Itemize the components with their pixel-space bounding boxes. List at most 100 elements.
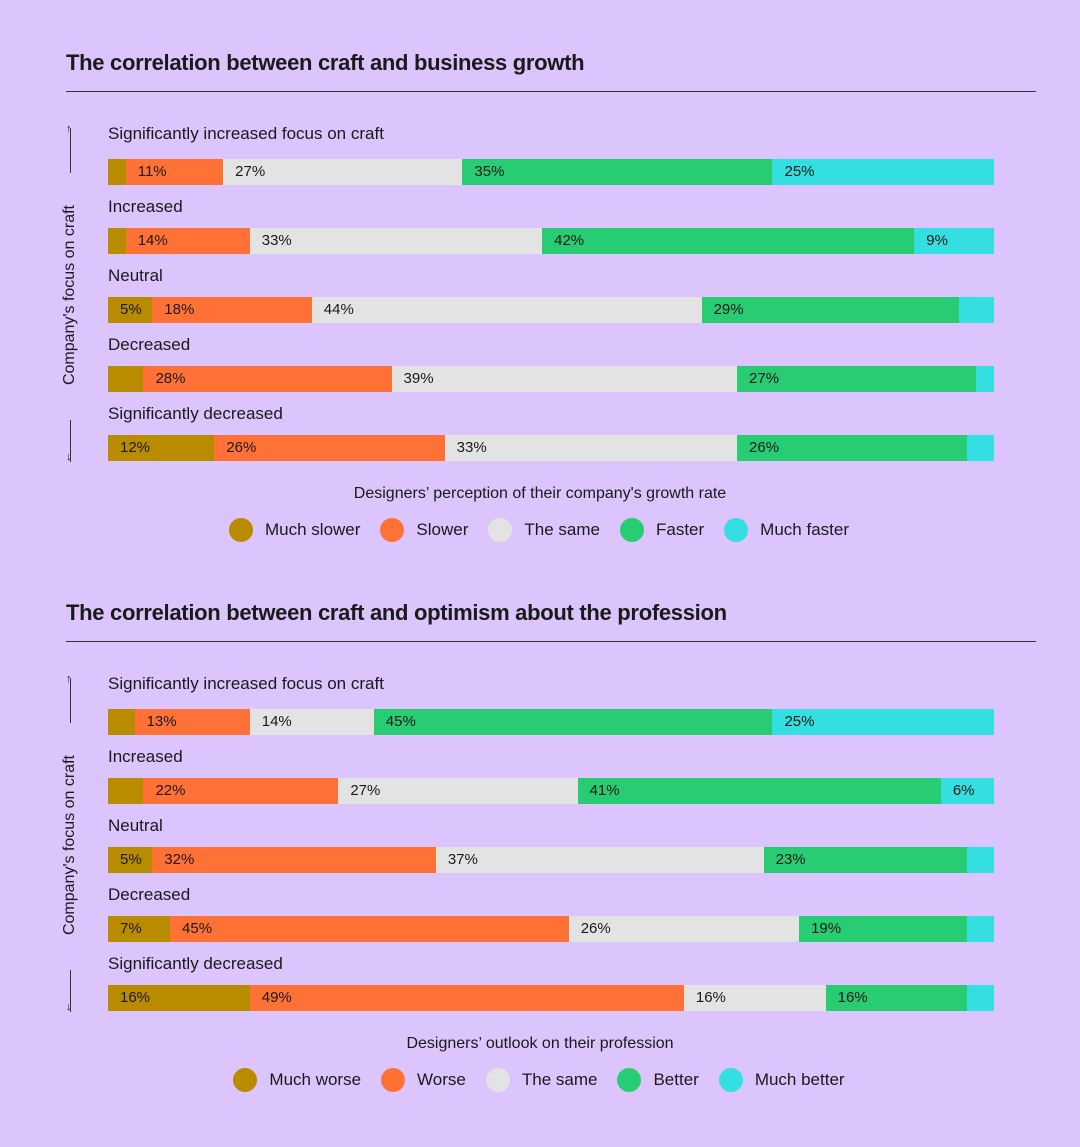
stacked-bar: 12% 26% 33% 26% — [108, 435, 994, 461]
bar-segment-much-faster — [976, 366, 994, 392]
stacked-bar: 5% 32% 37% 23% — [108, 847, 994, 873]
data-label: 7% — [108, 916, 171, 942]
data-label: 29% — [701, 297, 959, 323]
legend-item: Much worse — [233, 1068, 361, 1092]
data-label: 37% — [435, 847, 764, 873]
legend-label: Better — [653, 1070, 699, 1089]
data-label: 39% — [391, 366, 738, 392]
stacked-bar: 16% 49% 16% 16% — [108, 985, 994, 1011]
data-label: 28% — [143, 366, 392, 392]
stacked-bar: 5% 18% 44% 29% — [108, 297, 994, 323]
down-arrow-line — [70, 420, 71, 462]
stacked-bar: 14% 33% 42% 9% — [108, 228, 994, 254]
up-arrow-line — [70, 678, 71, 723]
row-label: Neutral — [108, 266, 163, 285]
up-arrow-line — [70, 128, 71, 173]
bar-segment-much-better — [967, 916, 994, 942]
legend-swatch-icon — [488, 518, 513, 542]
legend-swatch-icon — [724, 518, 749, 542]
up-arrow-icon: ↑ — [66, 123, 72, 135]
data-label: 14% — [125, 228, 250, 254]
bar-segment-much-worse — [108, 778, 144, 804]
chart-title: The correlation between craft and busine… — [66, 50, 585, 75]
data-label: 23% — [763, 847, 968, 873]
data-label: 16% — [108, 985, 250, 1011]
data-label: 5% — [108, 297, 153, 323]
title-divider — [66, 91, 1036, 92]
data-label: 27% — [223, 159, 463, 185]
down-arrow-icon: ↓ — [66, 451, 72, 463]
legend-item: Faster — [619, 518, 704, 542]
data-label: 33% — [249, 228, 543, 254]
data-label: 9% — [914, 228, 994, 254]
data-label: 12% — [108, 435, 215, 461]
data-label: 18% — [152, 297, 312, 323]
legend-label: Much better — [754, 1070, 845, 1089]
data-label: 42% — [542, 228, 915, 254]
bar-segment-much-worse — [108, 709, 135, 735]
legend: Much slower Slower The same Faster Much fast… — [0, 518, 1080, 542]
data-label: 22% — [143, 778, 339, 804]
data-label: 32% — [152, 847, 436, 873]
data-label: 26% — [568, 916, 800, 942]
legend-item: Much faster — [724, 518, 849, 542]
chart-1: The correlation between craft and busine… — [0, 0, 1080, 550]
legend-label: Much slower — [265, 520, 361, 539]
data-label: 25% — [772, 159, 994, 185]
legend-swatch-icon — [381, 1068, 406, 1092]
bar-segment-much-slower — [108, 228, 126, 254]
legend-item: Much better — [718, 1068, 845, 1092]
data-label: 44% — [311, 297, 702, 323]
legend-swatch-icon — [619, 518, 644, 542]
down-arrow-icon: ↓ — [66, 1001, 72, 1013]
data-label: 49% — [249, 985, 684, 1011]
data-label: 19% — [799, 916, 968, 942]
legend-swatch-icon — [718, 1068, 743, 1092]
data-label: 13% — [134, 709, 250, 735]
data-label: 6% — [940, 778, 994, 804]
y-axis-label: Company's focus on craft — [61, 204, 78, 386]
data-label: 33% — [444, 435, 738, 461]
row-label: Decreased — [108, 885, 191, 904]
legend-swatch-icon — [380, 518, 405, 542]
down-arrow-line — [70, 970, 71, 1012]
data-label: 11% — [125, 159, 224, 185]
row-label: Significantly increased focus on craft — [108, 124, 384, 143]
bar-segment-much-better — [967, 985, 994, 1011]
data-label: 35% — [462, 159, 773, 185]
bar-segment-much-better — [967, 847, 994, 873]
row-label: Increased — [108, 197, 183, 216]
row-label: Neutral — [108, 816, 163, 835]
row-label: Increased — [108, 747, 183, 766]
up-arrow-icon: ↑ — [66, 673, 72, 685]
data-label: 26% — [737, 435, 968, 461]
legend-item: Better — [617, 1068, 699, 1092]
data-label: 45% — [170, 916, 569, 942]
legend-item: Much slower — [229, 518, 360, 542]
legend-swatch-icon — [485, 1068, 510, 1092]
row-label: Decreased — [108, 335, 191, 354]
legend-item: Slower — [380, 518, 468, 542]
stacked-bar: 28% 39% 27% — [108, 366, 994, 392]
stacked-bar: 7% 45% 26% 19% — [108, 916, 994, 942]
data-label: 27% — [737, 366, 977, 392]
legend-label: Worse — [417, 1070, 466, 1089]
legend-label: Much faster — [760, 520, 849, 539]
stacked-bar: 11% 27% 35% 25% — [108, 159, 994, 185]
legend-item: The same — [485, 1068, 598, 1092]
title-divider — [66, 641, 1036, 642]
data-label: 25% — [772, 709, 994, 735]
row-label: Significantly decreased — [108, 404, 283, 423]
bar-segment-much-faster — [967, 435, 994, 461]
legend: Much worse Worse The same Better Much better — [0, 1068, 1080, 1092]
bar-segment-much-faster — [958, 297, 994, 323]
data-label: 16% — [683, 985, 826, 1011]
legend-label: The same — [521, 1070, 598, 1089]
data-label: 26% — [214, 435, 445, 461]
row-label: Significantly increased focus on craft — [108, 674, 384, 693]
legend-label: The same — [524, 520, 600, 539]
legend-swatch-icon — [229, 518, 253, 542]
chart-title: The correlation between craft and optimi… — [66, 600, 727, 625]
stacked-bar: 22% 27% 41% 6% — [108, 778, 994, 804]
